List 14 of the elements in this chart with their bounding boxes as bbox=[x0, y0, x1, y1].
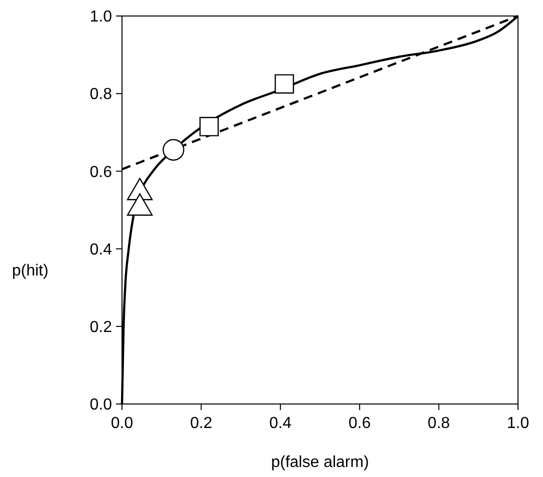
x-tick-label: 0.0 bbox=[110, 415, 134, 432]
y-tick-label: 0.6 bbox=[90, 164, 112, 181]
y-tick-label: 1.0 bbox=[90, 8, 112, 26]
x-tick-label: 0.4 bbox=[269, 415, 292, 432]
y-tick-label: 0.2 bbox=[90, 319, 112, 336]
y-tick-label: 0.4 bbox=[90, 241, 112, 258]
y-tick-label: 0.8 bbox=[90, 86, 112, 104]
y-tick-label: 0.0 bbox=[90, 396, 112, 414]
y-axis-title: p(hit) bbox=[12, 262, 48, 280]
x-tick-label: 0.2 bbox=[190, 415, 212, 432]
x-tick-label: 0.6 bbox=[348, 415, 371, 432]
x-tick-label: 1.0 bbox=[506, 415, 530, 432]
x-tick-label: 0.8 bbox=[428, 415, 450, 432]
x-axis-title: p(false alarm) bbox=[271, 454, 369, 471]
